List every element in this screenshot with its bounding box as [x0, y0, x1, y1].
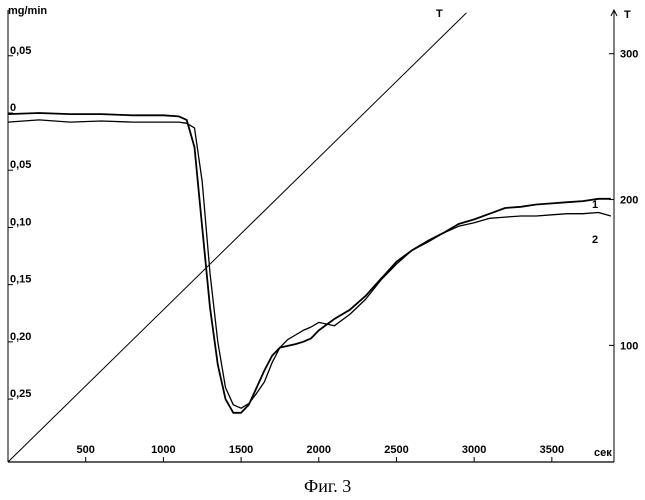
y-axis-right: 300 200 100 — [609, 49, 638, 353]
y-right-tick-label: 100 — [620, 340, 638, 352]
y-left-tick-label: 0,20 — [10, 331, 31, 343]
y-left-tick-label: 0,10 — [10, 216, 31, 228]
plot-frame — [8, 10, 617, 462]
y-left-tick-label: 0,05 — [10, 45, 31, 57]
x-tick-label: 2500 — [384, 444, 408, 456]
series-line-t — [8, 13, 466, 462]
y-left-tick-label: 0,05 — [10, 159, 31, 171]
x-tick-label: 3000 — [462, 444, 486, 456]
x-axis: 500 1000 1500 2000 2500 3000 3500 — [77, 444, 565, 462]
y-left-tick-label: 0,25 — [10, 388, 31, 400]
series-line-1 — [8, 113, 611, 413]
y-right-tick-label: 300 — [620, 49, 638, 61]
y-right-tick-label: 200 — [620, 195, 638, 207]
series-label-1: 1 — [592, 199, 598, 211]
series-label-2: 2 — [592, 234, 598, 246]
x-tick-label: 2000 — [307, 444, 331, 456]
series-line-2 — [8, 120, 611, 408]
series-label-t: T — [436, 8, 443, 20]
x-tick-label: 3500 — [540, 444, 564, 456]
y-left-tick-label: 0,15 — [10, 274, 31, 286]
y-axis-left-label: mg/min — [8, 5, 47, 17]
x-tick-label: 1500 — [229, 444, 253, 456]
y-left-tick-label: 0 — [10, 102, 16, 114]
series-layer — [8, 13, 611, 462]
x-axis-label: сек — [594, 447, 612, 459]
y-axis-right-label: T — [624, 9, 631, 21]
x-tick-label: 1000 — [151, 444, 175, 456]
figure-caption: Фиг. 3 — [304, 476, 351, 496]
x-tick-label: 500 — [77, 444, 95, 456]
y-axis-left: 0,05 0 0,05 0,10 0,15 0,20 0,25 — [8, 45, 31, 400]
